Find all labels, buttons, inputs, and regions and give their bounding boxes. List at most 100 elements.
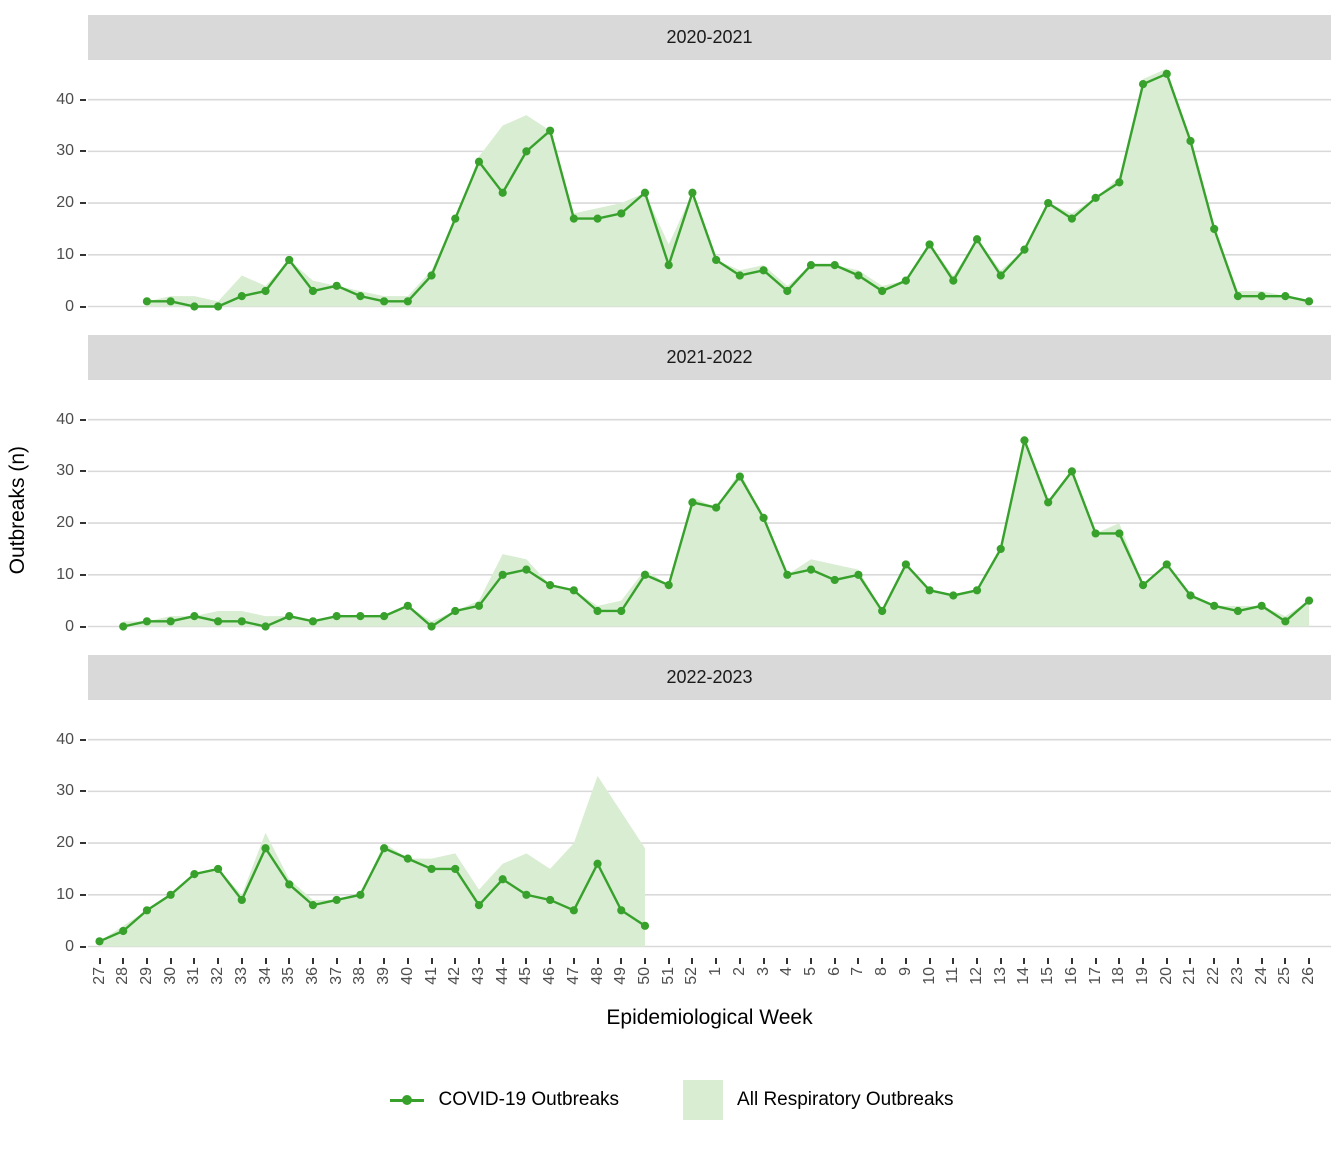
data-point (237, 895, 246, 905)
data-point (1233, 606, 1243, 616)
x-tick-mark (335, 958, 338, 964)
data-point (617, 906, 626, 915)
x-tick-mark (288, 958, 291, 964)
x-tick-mark (217, 958, 220, 964)
y-tick-mark (80, 418, 86, 421)
x-tick-mark (928, 958, 931, 964)
data-point (830, 575, 839, 585)
data-point (1138, 581, 1148, 590)
data-point (498, 188, 507, 197)
data-point (664, 261, 673, 270)
data-point (854, 271, 863, 280)
data-point (308, 617, 318, 626)
y-tick-mark (80, 893, 86, 896)
data-point (1091, 193, 1100, 203)
legend: COVID-19 Outbreaks All Respiratory Outbr… (0, 1078, 1344, 1122)
x-tick-label: 22 (1205, 967, 1223, 985)
data-point (1138, 80, 1148, 89)
legend-label: COVID-19 Outbreaks (438, 1089, 620, 1110)
y-tick-label: 10 (56, 885, 74, 903)
data-point (332, 895, 341, 905)
x-tick-mark (1189, 958, 1192, 964)
data-point (474, 601, 484, 610)
data-point (783, 286, 792, 296)
x-tick-label: 50 (635, 967, 653, 985)
x-tick-mark (691, 958, 694, 964)
data-point (474, 901, 484, 910)
data-point (451, 864, 460, 874)
area-key-icon (683, 1080, 724, 1120)
data-point (1257, 292, 1266, 301)
x-tick-label: 1 (707, 967, 725, 976)
x-tick-label: 25 (1276, 967, 1294, 985)
data-point (546, 895, 555, 905)
x-tick-mark (501, 958, 504, 964)
x-tick-label: 28 (114, 967, 132, 985)
facet-panel-2022-2023 (88, 738, 1331, 948)
data-point (569, 906, 578, 915)
y-tick-label: 20 (56, 194, 74, 212)
data-point (95, 937, 104, 946)
y-tick-mark (80, 945, 86, 948)
data-point (166, 297, 175, 306)
x-tick-label: 3 (754, 967, 772, 976)
x-tick-mark (98, 958, 101, 964)
y-tick-mark (80, 738, 86, 741)
data-point (380, 297, 389, 306)
x-tick-mark (881, 958, 884, 964)
y-tick-label: 10 (56, 245, 74, 263)
data-point (546, 581, 555, 590)
x-tick-label: 16 (1062, 967, 1080, 985)
y-tick-mark (80, 202, 86, 205)
facet-panel-2021-2022 (88, 418, 1331, 631)
data-point (213, 864, 223, 874)
data-point (142, 906, 152, 915)
data-point (1115, 529, 1124, 538)
y-tick-label: 40 (56, 410, 74, 428)
data-point (356, 292, 365, 301)
data-point (1091, 529, 1100, 538)
y-tick-label: 30 (56, 142, 74, 160)
x-tick-label: 20 (1157, 967, 1175, 985)
x-tick-label: 17 (1086, 967, 1104, 985)
data-point (166, 890, 175, 899)
x-tick-mark (1236, 958, 1239, 964)
data-point (308, 901, 318, 910)
data-point (119, 622, 128, 631)
data-point (261, 622, 270, 631)
data-point (1162, 560, 1171, 569)
x-tick-label: 51 (659, 967, 677, 985)
x-tick-label: 24 (1252, 967, 1270, 985)
x-tick-mark (976, 958, 979, 964)
x-tick-mark (620, 958, 623, 964)
data-point (1233, 292, 1243, 301)
data-point (142, 617, 152, 626)
data-point (1186, 136, 1195, 146)
data-point (451, 606, 460, 616)
data-point (735, 271, 744, 280)
x-tick-label: 40 (398, 967, 416, 985)
data-point (1162, 69, 1171, 78)
y-tick-mark (80, 470, 86, 473)
data-point (712, 255, 721, 265)
x-tick-mark (311, 958, 314, 964)
x-axis-title: Epidemiological Week (606, 1006, 813, 1029)
x-tick-label: 18 (1110, 967, 1128, 985)
x-tick-label: 12 (968, 967, 986, 985)
line-point-key-icon (390, 1089, 425, 1111)
x-tick-mark (715, 958, 718, 964)
x-tick-mark (430, 958, 433, 964)
data-point (237, 617, 246, 626)
x-tick-mark (264, 958, 267, 964)
facet-strip-label: 2021-2022 (666, 347, 753, 367)
x-tick-mark (122, 958, 125, 964)
y-tick-mark (80, 790, 86, 793)
y-tick-mark (80, 98, 86, 101)
data-point (403, 601, 412, 610)
data-point (285, 880, 294, 889)
x-tick-label: 38 (351, 967, 369, 985)
x-tick-label: 47 (564, 967, 582, 985)
data-point (1044, 498, 1053, 507)
x-tick-mark (406, 958, 409, 964)
